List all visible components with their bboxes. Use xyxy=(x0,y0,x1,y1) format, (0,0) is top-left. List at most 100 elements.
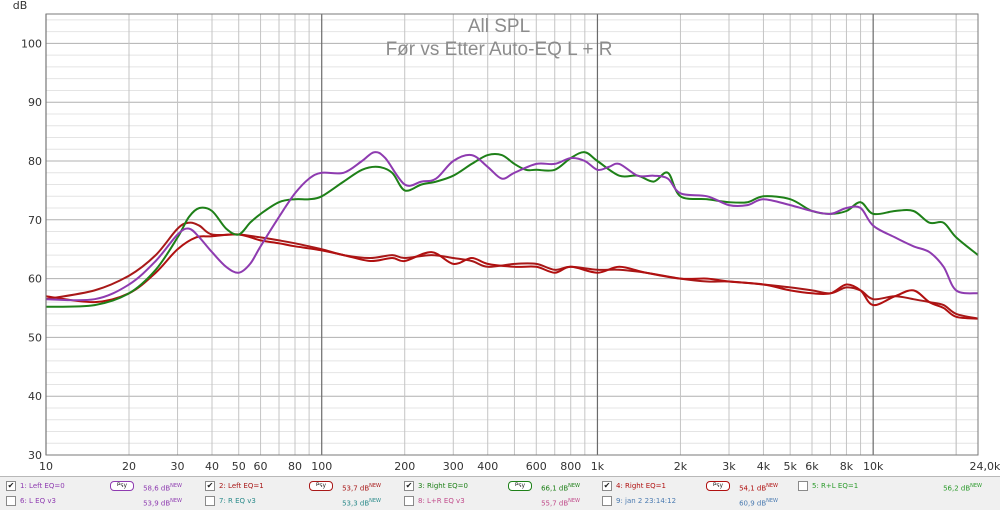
legend-value-suffix: NEW xyxy=(970,483,982,489)
legend-value-text: 54,1 dB xyxy=(739,484,767,493)
legend-item[interactable]: ✔ 1: Left EQ=0 Psy 58,6 dBNEW xyxy=(6,479,202,493)
legend-item[interactable]: 8: L+R EQ v3 55,7 dBNEW xyxy=(404,494,600,508)
legend-checkbox[interactable]: ✔ xyxy=(205,481,215,491)
legend-value: 66,1 dBNEW xyxy=(520,479,580,495)
legend-item[interactable]: ✔ 3: Right EQ=0 Psy 66,1 dBNEW xyxy=(404,479,600,493)
legend-value-text: 60,9 dB xyxy=(739,499,767,508)
legend-checkbox[interactable] xyxy=(6,496,16,506)
y-tick-label: 100 xyxy=(21,37,42,50)
legend-value-suffix: NEW xyxy=(170,483,182,489)
legend-label: 9: jan 2 23:14:12 xyxy=(616,497,677,505)
legend-value-suffix: NEW xyxy=(766,483,778,489)
legend-value: 60,9 dBNEW xyxy=(718,494,778,510)
legend-value-suffix: NEW xyxy=(766,498,778,504)
legend-item[interactable]: 6: L EQ v3 53,9 dBNEW xyxy=(6,494,202,508)
series-line-1 xyxy=(45,151,979,302)
legend-value: 55,7 dBNEW xyxy=(520,494,580,510)
psy-smoothing-button[interactable]: Psy xyxy=(508,481,532,491)
legend-value: 53,9 dBNEW xyxy=(122,494,182,510)
series-line-4 xyxy=(45,233,979,320)
legend-label: 5: R+L EQ=1 xyxy=(812,482,859,490)
legend-checkbox[interactable] xyxy=(798,481,808,491)
legend-label: 3: Right EQ=0 xyxy=(418,482,468,490)
legend-checkbox[interactable] xyxy=(205,496,215,506)
y-tick-label: 50 xyxy=(28,331,42,344)
x-tick-label: 100 xyxy=(311,460,332,473)
y-tick-labels: 30 40 50 60 70 80 90 100 xyxy=(21,37,42,462)
legend-panel: ✔ 1: Left EQ=0 Psy 58,6 dBNEW ✔ 2: Left EQ=1 P… xyxy=(0,476,1000,510)
legend-value-suffix: NEW xyxy=(568,483,580,489)
legend-item[interactable]: 7: R EQ v3 53,3 dBNEW xyxy=(205,494,401,508)
spl-chart: 30 40 50 60 70 80 90 100 10 20 30 40 50 60 80 100 200 30… xyxy=(13,0,1000,473)
legend-value-text: 66,1 dB xyxy=(541,484,569,493)
x-tick-label: 5k xyxy=(783,460,797,473)
legend-label: 4: Right EQ=1 xyxy=(616,482,666,490)
legend-label: 1: Left EQ=0 xyxy=(20,482,65,490)
series-line-2 xyxy=(45,221,979,320)
x-tick-labels: 10 20 30 40 50 60 80 100 200 300 400 600 800 1k 2k 3k 4k… xyxy=(39,460,1000,473)
legend-value-suffix: NEW xyxy=(369,498,381,504)
x-tick-label: 200 xyxy=(394,460,415,473)
legend-checkbox[interactable] xyxy=(404,496,414,506)
x-tick-label: 80 xyxy=(288,460,302,473)
series-lines xyxy=(45,151,979,320)
legend-value-text: 53,7 dB xyxy=(342,484,370,493)
legend-label: 8: L+R EQ v3 xyxy=(418,497,465,505)
legend-value-suffix: NEW xyxy=(568,498,580,504)
legend-item[interactable]: ✔ 2: Left EQ=1 Psy 53,7 dBNEW xyxy=(205,479,401,493)
grid-lines xyxy=(45,14,978,456)
legend-checkbox[interactable]: ✔ xyxy=(6,481,16,491)
psy-smoothing-button[interactable]: Psy xyxy=(309,481,333,491)
x-tick-label: 800 xyxy=(560,460,581,473)
x-tick-label: 2k xyxy=(674,460,688,473)
legend-checkbox[interactable]: ✔ xyxy=(602,481,612,491)
x-tick-label: 3k xyxy=(722,460,736,473)
x-tick-label: 600 xyxy=(526,460,547,473)
x-tick-label: 8k xyxy=(840,460,854,473)
x-tick-label: 50 xyxy=(232,460,246,473)
legend-item[interactable]: ✔ 4: Right EQ=1 Psy 54,1 dBNEW xyxy=(602,479,798,493)
legend-item[interactable]: 5: R+L EQ=1 56,2 dBNEW xyxy=(798,479,994,493)
x-tick-label: 40 xyxy=(205,460,219,473)
y-tick-label: 80 xyxy=(28,155,42,168)
chart-title: All SPL xyxy=(468,16,530,37)
x-tick-label: 10 xyxy=(39,460,53,473)
legend-checkbox[interactable] xyxy=(602,496,612,506)
legend-value-text: 53,9 dB xyxy=(143,499,171,508)
y-tick-label: 90 xyxy=(28,96,42,109)
legend-value: 56,2 dBNEW xyxy=(922,479,982,495)
psy-smoothing-button[interactable]: Psy xyxy=(110,481,134,491)
legend-checkbox[interactable]: ✔ xyxy=(404,481,414,491)
legend-value: 53,7 dBNEW xyxy=(321,479,381,495)
legend-value-suffix: NEW xyxy=(369,483,381,489)
legend-value-text: 53,3 dB xyxy=(342,499,370,508)
x-tick-label: 400 xyxy=(477,460,498,473)
x-tick-label: 30 xyxy=(171,460,185,473)
x-tick-label: 6k xyxy=(805,460,819,473)
y-tick-label: 40 xyxy=(28,390,42,403)
x-tick-label: 60 xyxy=(254,460,268,473)
y-tick-label: 60 xyxy=(28,273,42,286)
legend-label: 6: L EQ v3 xyxy=(20,497,56,505)
legend-value: 53,3 dBNEW xyxy=(321,494,381,510)
legend-label: 2: Left EQ=1 xyxy=(219,482,264,490)
legend-value: 54,1 dBNEW xyxy=(718,479,778,495)
y-axis-label: dB xyxy=(13,0,28,12)
legend-value-text: 55,7 dB xyxy=(541,499,569,508)
legend-value-suffix: NEW xyxy=(170,498,182,504)
legend-value-text: 58,6 dB xyxy=(143,484,171,493)
legend-value: 58,6 dBNEW xyxy=(122,479,182,495)
x-tick-label: 300 xyxy=(443,460,464,473)
x-tick-label: 1k xyxy=(591,460,605,473)
x-tick-label: 20 xyxy=(122,460,136,473)
y-tick-label: 70 xyxy=(28,214,42,227)
x-tick-label: 10k xyxy=(863,460,884,473)
legend-value-text: 56,2 dB xyxy=(943,484,971,493)
legend-label: 7: R EQ v3 xyxy=(219,497,256,505)
psy-smoothing-button[interactable]: Psy xyxy=(706,481,730,491)
chart-subtitle: Før vs Etter Auto-EQ L + R xyxy=(386,39,613,60)
plot-frame xyxy=(45,13,979,456)
legend-item[interactable]: 9: jan 2 23:14:12 60,9 dBNEW xyxy=(602,494,798,508)
x-tick-label: 24,0kHz xyxy=(970,460,1000,473)
x-tick-label: 4k xyxy=(757,460,771,473)
